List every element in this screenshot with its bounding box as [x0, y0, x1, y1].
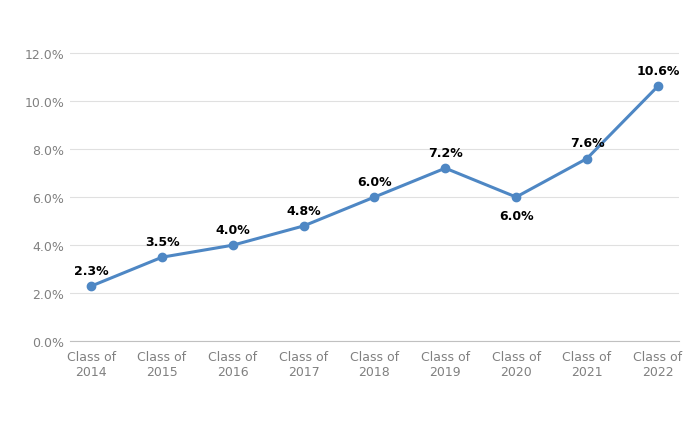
- Text: 3.5%: 3.5%: [145, 236, 179, 248]
- Text: 10.6%: 10.6%: [636, 65, 680, 78]
- Text: 7.2%: 7.2%: [428, 147, 463, 160]
- Text: 7.6%: 7.6%: [570, 137, 604, 150]
- Text: 6.0%: 6.0%: [499, 210, 533, 223]
- Text: 2.3%: 2.3%: [74, 264, 108, 277]
- Text: 6.0%: 6.0%: [357, 176, 392, 188]
- Text: 4.0%: 4.0%: [216, 223, 250, 237]
- Text: 4.8%: 4.8%: [286, 204, 321, 217]
